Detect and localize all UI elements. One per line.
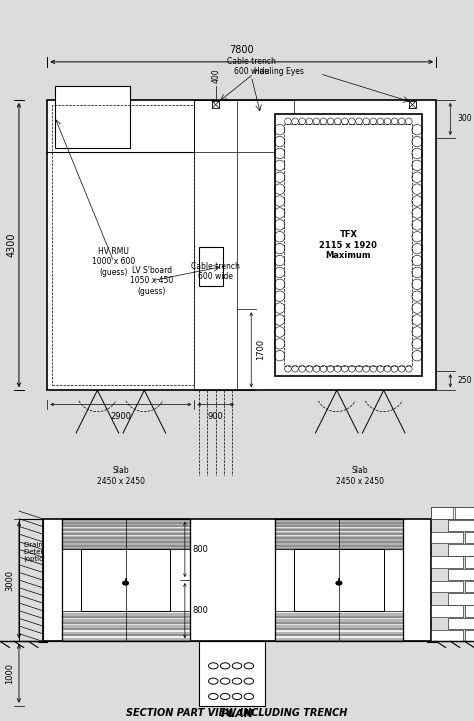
Text: SECTION PART VIEW INCLUDING TRENCH: SECTION PART VIEW INCLUDING TRENCH bbox=[126, 708, 348, 718]
Bar bbox=[431, 506, 453, 519]
Text: 3000: 3000 bbox=[5, 570, 14, 590]
Bar bbox=[275, 519, 403, 642]
Bar bbox=[187, 523, 244, 580]
Text: Property boundary Line: Property boundary Line bbox=[47, 627, 137, 635]
Bar bbox=[409, 101, 416, 108]
Text: LV S'board
1050 x 450
(guess): LV S'board 1050 x 450 (guess) bbox=[130, 266, 173, 296]
Text: 800: 800 bbox=[192, 545, 208, 554]
Bar bbox=[431, 606, 463, 616]
Text: 7800: 7800 bbox=[229, 45, 254, 55]
Text: Slab
2450 x 2450: Slab 2450 x 2450 bbox=[97, 466, 145, 485]
Text: 800: 800 bbox=[192, 606, 208, 615]
Bar bbox=[199, 247, 223, 286]
Bar bbox=[448, 593, 474, 604]
Bar bbox=[455, 506, 474, 519]
Bar bbox=[212, 101, 219, 108]
Text: Hauling Eyes: Hauling Eyes bbox=[254, 67, 303, 76]
Text: 2900: 2900 bbox=[110, 412, 131, 420]
Bar bbox=[19, 519, 43, 642]
Bar bbox=[62, 519, 190, 642]
Bar bbox=[431, 581, 463, 592]
Bar bbox=[465, 630, 474, 642]
Bar bbox=[465, 508, 474, 519]
Bar bbox=[194, 100, 294, 152]
Text: 400: 400 bbox=[211, 68, 220, 83]
Text: 4300: 4300 bbox=[7, 233, 17, 257]
Text: 1000: 1000 bbox=[5, 663, 14, 684]
Circle shape bbox=[336, 581, 342, 585]
Bar bbox=[465, 581, 474, 592]
Bar bbox=[294, 549, 383, 611]
Bar bbox=[81, 549, 171, 611]
Bar bbox=[448, 569, 474, 580]
Bar bbox=[431, 508, 463, 519]
Text: 300: 300 bbox=[457, 115, 472, 123]
Bar bbox=[465, 532, 474, 544]
Text: PLAN: PLAN bbox=[220, 709, 254, 719]
Text: Cable trench
600 wide: Cable trench 600 wide bbox=[227, 57, 276, 76]
Circle shape bbox=[123, 581, 128, 585]
Bar bbox=[448, 544, 474, 555]
Bar bbox=[448, 618, 474, 629]
Bar bbox=[275, 114, 422, 376]
Text: Slab
2450 x 2450: Slab 2450 x 2450 bbox=[336, 466, 384, 485]
Bar bbox=[431, 532, 463, 544]
Bar bbox=[448, 520, 474, 531]
Bar bbox=[52, 105, 194, 386]
Text: 250: 250 bbox=[457, 376, 472, 385]
Bar bbox=[431, 557, 463, 568]
Bar bbox=[199, 642, 265, 706]
Bar bbox=[431, 630, 463, 642]
Bar bbox=[465, 606, 474, 616]
Bar bbox=[284, 124, 412, 366]
Text: HV RMU
1000 x 600
(guess): HV RMU 1000 x 600 (guess) bbox=[92, 247, 136, 277]
Bar bbox=[43, 519, 431, 642]
Text: 900: 900 bbox=[208, 412, 224, 420]
Text: 1700: 1700 bbox=[256, 339, 265, 360]
Text: Drainage pit location.
Determined by other assets
(optional): Drainage pit location. Determined by oth… bbox=[24, 541, 121, 562]
Text: 150: 150 bbox=[220, 647, 229, 662]
Bar bbox=[465, 557, 474, 568]
Text: TFX
2115 x 1920
Maximum: TFX 2115 x 1920 Maximum bbox=[319, 230, 377, 260]
Bar bbox=[55, 86, 130, 148]
Bar bbox=[47, 100, 436, 390]
Bar bbox=[194, 100, 237, 390]
Text: Cable trench
600 wide: Cable trench 600 wide bbox=[191, 262, 240, 281]
